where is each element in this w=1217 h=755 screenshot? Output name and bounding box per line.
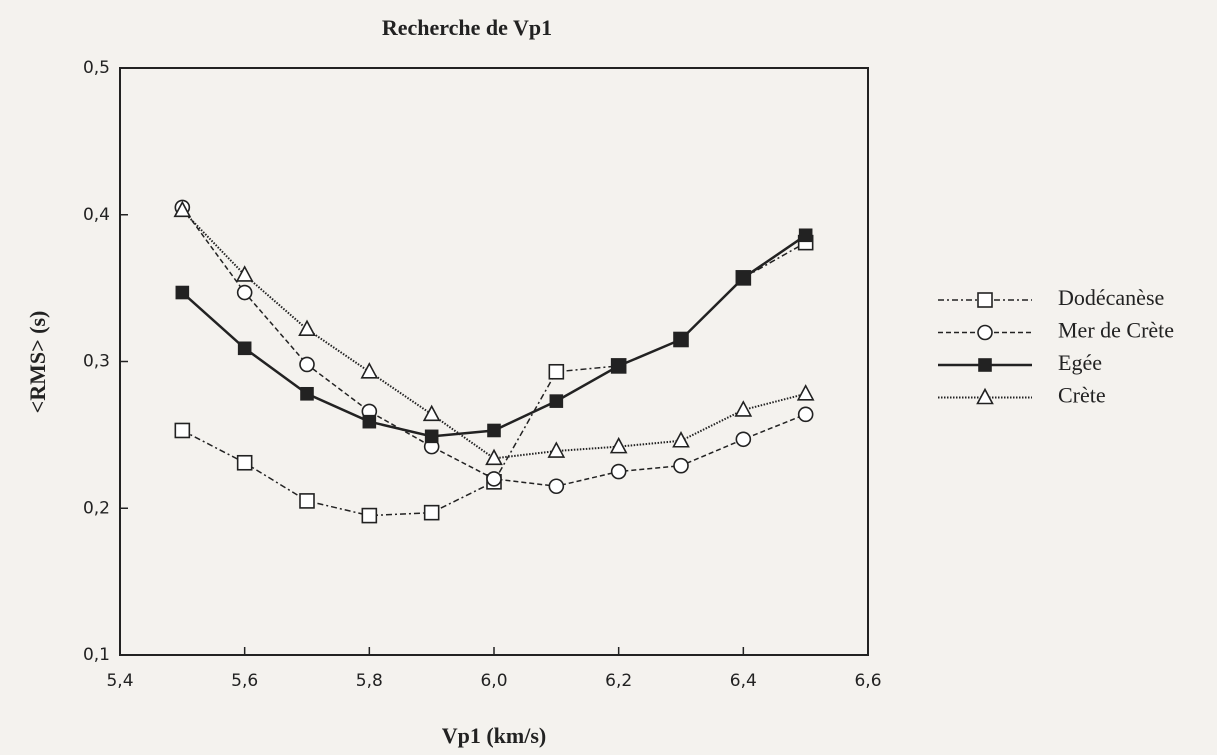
marker xyxy=(797,406,814,423)
marker xyxy=(978,358,992,372)
marker xyxy=(236,454,253,471)
marker xyxy=(485,448,503,466)
marker xyxy=(611,359,626,373)
marker xyxy=(673,457,689,474)
marker xyxy=(977,292,993,308)
x-tick-label: 5,8 xyxy=(356,671,383,691)
marker xyxy=(548,478,565,495)
marker xyxy=(735,431,752,448)
x-tick-label: 6,0 xyxy=(480,671,507,691)
marker xyxy=(300,386,314,401)
marker xyxy=(298,319,316,337)
marker xyxy=(422,404,441,422)
marker xyxy=(549,394,564,408)
chart-title: Recherche de Vp1 xyxy=(382,15,552,40)
marker xyxy=(672,431,690,448)
marker xyxy=(424,429,439,444)
marker xyxy=(548,363,565,380)
marker xyxy=(734,400,753,417)
marker xyxy=(299,356,315,373)
legend-label: Egée xyxy=(1058,350,1102,375)
marker xyxy=(362,414,377,429)
marker xyxy=(547,441,566,458)
marker xyxy=(736,271,751,285)
marker xyxy=(235,265,254,282)
legend-label: Crète xyxy=(1058,383,1106,408)
marker xyxy=(610,463,627,480)
marker xyxy=(796,384,815,401)
marker xyxy=(487,423,501,438)
y-tick-label: 0,4 xyxy=(83,205,110,225)
marker xyxy=(486,471,502,487)
marker xyxy=(976,387,994,405)
y-tick-label: 0,5 xyxy=(83,58,110,78)
y-tick-label: 0,3 xyxy=(83,352,110,372)
x-tick-label: 6,4 xyxy=(730,671,757,691)
marker xyxy=(977,324,993,341)
y-tick-label: 0,2 xyxy=(83,498,110,518)
marker xyxy=(674,332,688,347)
x-axis-label: Vp1 (km/s) xyxy=(442,723,547,748)
y-axis-label: <RMS> (s) xyxy=(25,311,50,414)
y-tick-label: 0,1 xyxy=(83,645,110,665)
marker xyxy=(236,284,253,301)
marker xyxy=(173,200,192,218)
marker xyxy=(175,285,190,300)
marker xyxy=(237,341,252,356)
marker xyxy=(798,228,813,243)
x-tick-label: 5,4 xyxy=(106,671,133,691)
marker xyxy=(299,493,315,509)
x-tick-label: 5,6 xyxy=(231,671,258,691)
marker xyxy=(174,422,191,439)
legend-label: Dodécanèse xyxy=(1058,285,1164,310)
x-tick-label: 6,6 xyxy=(854,671,881,691)
marker xyxy=(609,436,628,454)
marker xyxy=(423,504,440,521)
marker xyxy=(360,362,379,379)
x-tick-label: 6,2 xyxy=(605,671,632,691)
marker xyxy=(361,507,378,524)
legend-label: Mer de Crète xyxy=(1058,318,1174,343)
